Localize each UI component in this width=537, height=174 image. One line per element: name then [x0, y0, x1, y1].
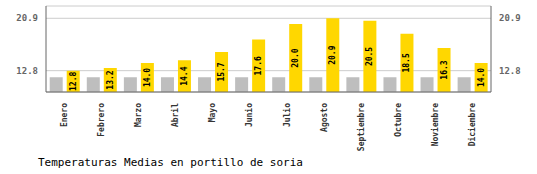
- html-text:Temperaturas Medias en portill: Temperaturas Medias en portillo de soria: [38, 156, 303, 169]
- svg-text:Agosto: Agosto: [320, 103, 329, 132]
- svg-text:14.4: 14.4: [180, 66, 189, 85]
- svg-text:Febrero: Febrero: [97, 103, 106, 137]
- svg-text:Diciembre: Diciembre: [467, 103, 477, 147]
- svg-text:20.9: 20.9: [499, 13, 521, 23]
- svg-text:Noviembre: Noviembre: [430, 103, 440, 147]
- svg-text:16.3: 16.3: [440, 60, 449, 79]
- svg-text:14.0: 14.0: [477, 68, 486, 87]
- svg-text:20.9: 20.9: [16, 13, 38, 23]
- svg-text:Enero: Enero: [60, 103, 69, 127]
- svg-text:12.8: 12.8: [16, 66, 38, 76]
- svg-text:15.7: 15.7: [217, 62, 226, 81]
- svg-text:18.5: 18.5: [402, 53, 411, 72]
- svg-text:Marzo: Marzo: [134, 103, 143, 127]
- svg-text:Abril: Abril: [170, 103, 180, 127]
- svg-text:14.0: 14.0: [143, 68, 152, 87]
- svg-text:Octubre: Octubre: [394, 103, 403, 137]
- svg-text:17.6: 17.6: [254, 56, 263, 75]
- svg-text:Junio: Junio: [244, 103, 254, 127]
- svg-text:12.8: 12.8: [499, 66, 521, 76]
- svg-text:20.5: 20.5: [365, 47, 374, 66]
- svg-text:20.0: 20.0: [291, 48, 300, 67]
- svg-text:Mayo: Mayo: [208, 103, 217, 122]
- svg-text:13.2: 13.2: [106, 70, 115, 89]
- svg-text:20.9: 20.9: [328, 45, 337, 64]
- svg-text:Julio: Julio: [282, 103, 292, 127]
- svg-text:12.8: 12.8: [69, 72, 78, 91]
- svg-text:Septiembre: Septiembre: [356, 103, 366, 151]
